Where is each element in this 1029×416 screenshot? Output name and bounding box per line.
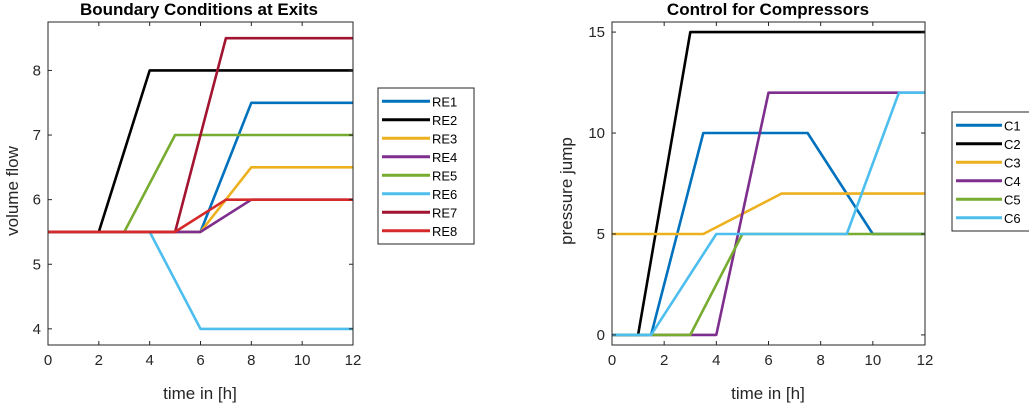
x-tick-label: 4 (712, 352, 720, 369)
y-tick-label: 0 (597, 327, 605, 344)
y-tick-label: 6 (33, 192, 41, 209)
legend: C1 C2 C3 C4 C5 C6 (951, 111, 1029, 232)
legend-item-re7: RE7 (382, 205, 457, 220)
y-tick-label: 10 (588, 125, 605, 142)
legend-label: C5 (1004, 192, 1021, 207)
legend-box (377, 87, 475, 245)
legend-item-re1: RE1 (382, 94, 457, 109)
x-tick-label: 12 (917, 352, 934, 369)
chart-boundary-conditions: Boundary Conditions at Exits 0 2 4 6 8 10 12 4 5… (3, 0, 475, 403)
series-line-c5 (612, 232, 925, 337)
legend-label: C4 (1004, 174, 1021, 189)
x-tick-label: 0 (608, 352, 616, 369)
legend-label: C3 (1004, 155, 1021, 170)
x-tick-label: 6 (196, 352, 204, 369)
y-tick-label: 8 (33, 62, 41, 79)
x-tick-label: 2 (660, 352, 668, 369)
y-tick-label: 7 (33, 127, 41, 144)
series-line-re5 (48, 133, 353, 234)
plot-area: 0 2 4 6 8 10 12 4 5 6 7 8 (33, 21, 362, 369)
legend-item-c6: C6 (956, 211, 1021, 226)
legend-item-re8: RE8 (382, 224, 457, 239)
x-tick-label: 2 (95, 352, 103, 369)
legend-label: C2 (1004, 137, 1021, 152)
legend-item-re6: RE6 (382, 187, 457, 202)
chart-compressor-control: Control for Compressors 0 2 4 6 8 10 12051015 … (557, 0, 1029, 403)
legend-item-c3: C3 (956, 155, 1021, 170)
legend: RE1 RE2 RE3 RE4 RE5 RE6 RE7 RE8 (377, 87, 475, 245)
legend-label: RE1 (432, 94, 457, 109)
legend-label: RE5 (432, 168, 457, 183)
x-tick-label: 6 (764, 352, 772, 369)
axes-box (611, 21, 926, 346)
legend-box (951, 111, 1029, 232)
series-line-re8 (48, 198, 353, 234)
legend-item-c4: C4 (956, 174, 1021, 189)
legend-item-re5: RE5 (382, 168, 457, 183)
x-tick-label: 0 (44, 352, 52, 369)
legend-item-re2: RE2 (382, 113, 457, 128)
series-line-c6 (612, 91, 925, 337)
legend-label: C1 (1004, 118, 1021, 133)
x-tick-label: 8 (247, 352, 255, 369)
x-axis-label: time in [h] (731, 384, 805, 403)
x-tick-label: 10 (864, 352, 881, 369)
series-line-re2 (48, 69, 353, 234)
legend-label: C6 (1004, 211, 1021, 226)
y-tick-label: 5 (33, 256, 41, 273)
plot-area: 0 2 4 6 8 10 12 0 5 10 15 (588, 21, 934, 369)
series-line-c2 (612, 30, 925, 337)
legend-label: RE4 (432, 150, 457, 165)
legend-label: RE6 (432, 187, 457, 202)
series-line-re6 (48, 230, 353, 331)
legend-item-re4: RE4 (382, 150, 457, 165)
y-axis-label: volume flow (3, 145, 22, 235)
x-axis-label: time in [h] (163, 384, 237, 403)
x-tick-label: 4 (145, 352, 153, 369)
y-tick-label: 5 (597, 226, 605, 243)
legend-item-re3: RE3 (382, 131, 457, 146)
x-tick-label: 10 (294, 352, 311, 369)
legend-label: RE8 (432, 224, 457, 239)
legend-label: RE3 (432, 131, 457, 146)
legend-item-c5: C5 (956, 192, 1021, 207)
y-tick-label: 15 (588, 24, 605, 41)
legend-item-c1: C1 (956, 118, 1021, 133)
series-group (48, 36, 353, 331)
y-axis-label: pressure jump (557, 137, 576, 245)
x-tick-label: 12 (345, 352, 362, 369)
series-group (612, 30, 925, 337)
legend-label: RE7 (432, 205, 457, 220)
legend-label: RE2 (432, 113, 457, 128)
legend-item-c2: C2 (956, 137, 1021, 152)
chart-title: Control for Compressors (667, 0, 869, 19)
x-tick-label: 8 (816, 352, 824, 369)
chart-title: Boundary Conditions at Exits (80, 0, 318, 19)
y-tick-label: 4 (33, 321, 41, 338)
